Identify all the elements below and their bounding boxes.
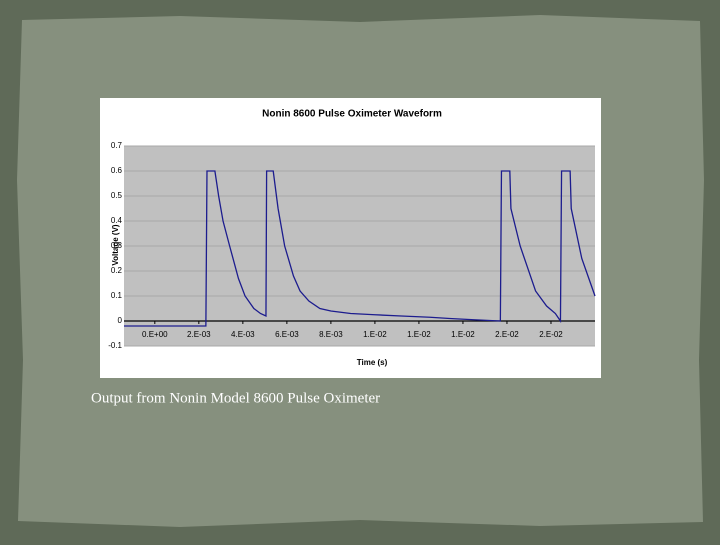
y-tick-label: -0.1 — [108, 341, 122, 350]
y-tick-label: 0.6 — [111, 166, 123, 175]
y-tick-label: 0.4 — [111, 216, 123, 225]
x-tick-label: 1.E-02 — [363, 330, 387, 339]
y-tick-label: 0.2 — [111, 266, 123, 275]
x-tick-label: 2.E-02 — [495, 330, 519, 339]
y-tick-label: 0 — [118, 316, 123, 325]
x-tick-label: 1.E-02 — [407, 330, 431, 339]
x-tick-label: 4.E-03 — [231, 330, 255, 339]
waveform-line — [124, 170, 596, 327]
x-tick-label: 8.E-03 — [319, 330, 343, 339]
y-tick-label: 0.3 — [111, 241, 123, 250]
chart-title: Nonin 8600 Pulse Oximeter Waveform — [262, 109, 442, 120]
caption: Output from Nonin Model 8600 Pulse Oxime… — [91, 390, 380, 406]
x-axis-label: Time (s) — [357, 358, 388, 367]
x-tick-label: 2.E-02 — [539, 330, 563, 339]
x-tick-label: 0.E+00 — [142, 330, 168, 339]
y-tick-label: 0.7 — [111, 141, 123, 150]
x-tick-label: 1.E-02 — [451, 330, 475, 339]
y-tick-label: 0.5 — [111, 191, 123, 200]
y-tick-label: 0.1 — [111, 291, 123, 300]
y-axis-label: Voltage (V) — [111, 224, 120, 266]
x-tick-label: 6.E-03 — [275, 330, 299, 339]
x-tick-label: 2.E-03 — [187, 330, 211, 339]
